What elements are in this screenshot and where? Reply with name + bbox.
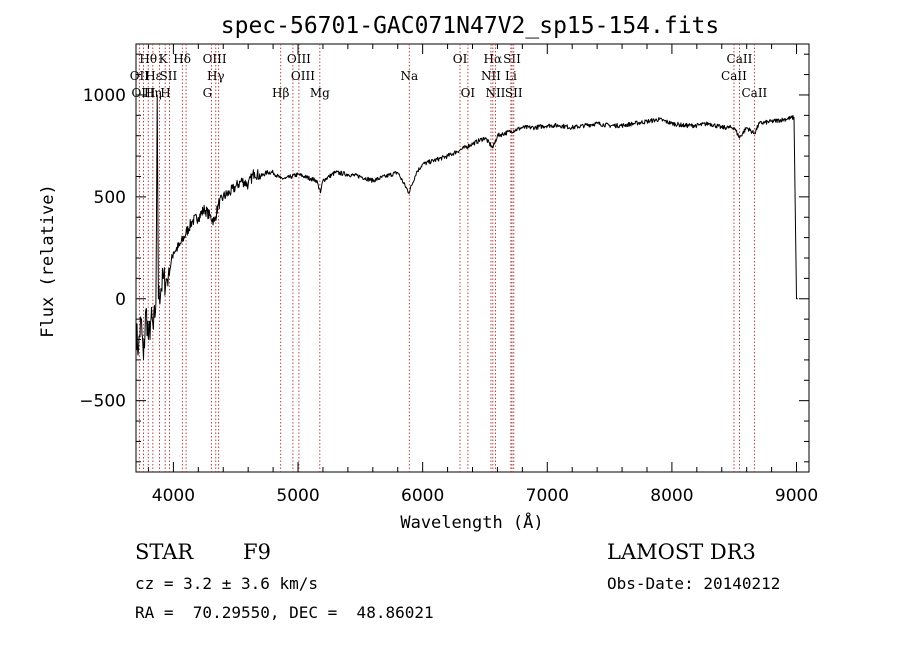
- spectral-line-label: K: [159, 52, 169, 66]
- plot-area: 4000 5000 6000 7000 8000 9000 −500 0 500 1000 Hθ OI…: [79, 43, 818, 506]
- spectral-line-label: Hθ: [139, 52, 157, 66]
- y-tick-label: 1000: [83, 86, 126, 106]
- spectral-line-label: Hα: [484, 52, 503, 66]
- y-axis-label: Flux (relative): [38, 184, 58, 338]
- spectral-line-label: CaII: [721, 69, 747, 83]
- x-tick-label: 6000: [401, 486, 444, 506]
- spectral-line-label: CaII: [727, 52, 753, 66]
- spectral-line-label: OII: [130, 69, 150, 83]
- spectral-line-label: OI: [461, 86, 476, 100]
- x-tick-label: 8000: [650, 486, 693, 506]
- spectral-line-label: Na: [400, 69, 418, 83]
- spectral-line-label: OIII: [287, 52, 311, 66]
- spectral-line-label: OIII: [203, 52, 227, 66]
- chart-title: spec-56701-GAC071N47V2_sp15-154.fits: [221, 13, 720, 39]
- spectral-line-label: H: [160, 86, 170, 100]
- y-tick-label: −500: [79, 392, 126, 412]
- y-tick-label: 500: [94, 188, 126, 208]
- coordinates: RA = 70.29550, DEC = 48.86021: [135, 603, 434, 622]
- plot-frame: [135, 43, 810, 473]
- spectral-line-label: Hγ: [207, 69, 225, 83]
- object-class: STAR: [135, 540, 194, 564]
- spectral-line-label: Mg: [310, 86, 330, 100]
- spectral-line-label: Hε: [145, 69, 162, 83]
- spectral-line-label: OIII: [131, 86, 155, 100]
- spectral-line-label: G: [203, 86, 213, 100]
- spectral-line-label: Hβ: [272, 86, 289, 100]
- spectral-line-label: SII: [503, 52, 521, 66]
- spectral-line-label: NII: [485, 86, 505, 100]
- spectral-line-label: OI: [453, 52, 468, 66]
- x-tick-label: 4000: [152, 486, 195, 506]
- spectral-line-label: OIII: [291, 69, 315, 83]
- spectral-line-label: NII: [481, 69, 501, 83]
- y-tick-label: 0: [115, 290, 126, 310]
- x-axis-label: Wavelength (Å): [400, 511, 543, 533]
- spectrum-line: [135, 94, 798, 361]
- survey-name: LAMOST DR3: [607, 540, 756, 564]
- spectral-line-label: SII: [160, 69, 178, 83]
- object-subclass: F9: [243, 540, 271, 564]
- x-tick-label: 9000: [775, 486, 818, 506]
- x-tick-label: 5000: [276, 486, 319, 506]
- observation-date: Obs-Date: 20140212: [607, 574, 781, 593]
- spectral-line-label: CaII: [741, 86, 767, 100]
- redshift-value: cz = 3.2 ± 3.6 km/s: [135, 574, 319, 593]
- spectral-line-label: Li: [505, 69, 517, 83]
- spectral-line-label: SII: [505, 86, 523, 100]
- spectral-line-label: Hδ: [173, 52, 191, 66]
- spectral-line-label: Hη: [144, 86, 162, 100]
- x-tick-label: 7000: [526, 486, 569, 506]
